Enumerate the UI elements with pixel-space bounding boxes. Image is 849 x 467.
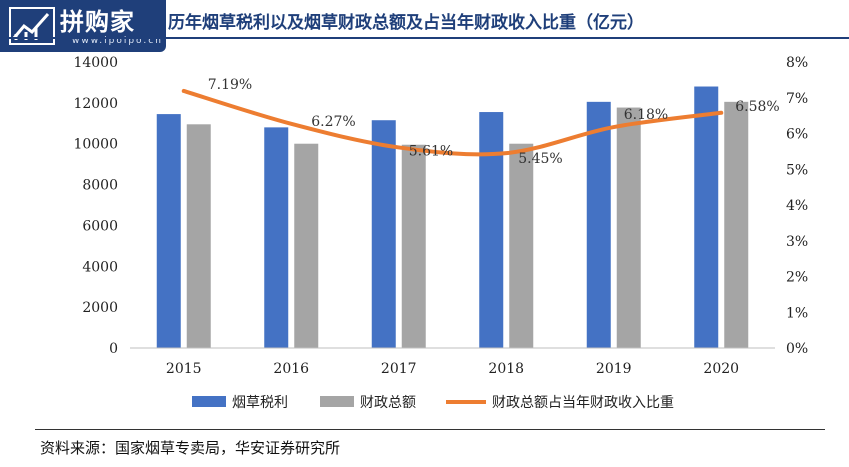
y-tick-label: 4000 [82,259,118,275]
x-tick-label: 2019 [596,361,632,377]
y2-tick-label: 0% [786,341,808,357]
logo-text: 拼购家 [60,8,135,36]
bar-tax-profit [479,112,504,348]
y2-tick-label: 8% [786,55,808,71]
x-tick-label: 2020 [703,361,739,377]
bar-fiscal-total [294,143,319,348]
bar-fiscal-total [616,107,641,348]
x-tick-label: 2015 [166,361,202,377]
y2-tick-label: 6% [786,127,808,143]
bar-tax-profit [156,114,181,348]
x-tick-label: 2018 [488,361,524,377]
bar-tax-profit [264,127,289,348]
bar-fiscal-total [186,124,211,348]
legend-tax-profit-label: 烟草税利 [232,395,288,411]
title-rule [0,37,849,39]
data-label: 6.58% [735,99,779,115]
y2-tick-label: 7% [786,91,808,107]
logo-url: www.ipoipo.cn [72,36,163,46]
data-label: 5.45% [518,151,562,167]
y2-tick-label: 3% [786,234,808,250]
data-label: 6.18% [624,107,668,123]
legend-fiscal-total-swatch [320,396,354,407]
legend-ratio-label: 财政总额占当年财政收入比重 [492,395,674,411]
y2-tick-label: 1% [786,305,808,321]
y-tick-label: 10000 [73,137,118,153]
y-tick-label: 12000 [73,96,118,112]
y-tick-label: 6000 [82,218,118,234]
bar-fiscal-total [724,101,749,348]
y-tick-label: 14000 [73,55,118,71]
chart-title: 历年烟草税利以及烟草财政总额及占当年财政收入比重（亿元） [168,13,644,33]
bar-tax-profit [371,120,396,348]
y2-tick-label: 5% [786,162,808,178]
x-tick-label: 2016 [273,361,309,377]
y-tick-label: 8000 [82,178,118,194]
bar-tax-profit [586,101,611,348]
series-line-ratio [181,88,724,157]
y2-tick-label: 2% [786,270,808,286]
data-label: 7.19% [208,77,252,93]
logo: 拼购家 www.ipoipo.cn [0,0,166,52]
y2-tick-label: 4% [786,198,808,214]
bar-fiscal-total [509,143,534,348]
chart-trend-icon [9,7,55,45]
legend-fiscal-total-label: 财政总额 [360,395,416,411]
x-tick-label: 2017 [381,361,417,377]
y-tick-label: 0 [109,341,118,357]
source-note: 资料来源：国家烟草专卖局，华安证券研究所 [40,439,341,457]
bar-fiscal-total [401,144,426,348]
data-label: 6.27% [311,114,355,130]
bar-tax-profit [694,86,719,348]
data-label: 5.61% [409,143,453,159]
footer-rule [35,429,825,430]
legend-tax-profit-swatch [192,396,226,407]
y-tick-label: 2000 [82,300,118,316]
